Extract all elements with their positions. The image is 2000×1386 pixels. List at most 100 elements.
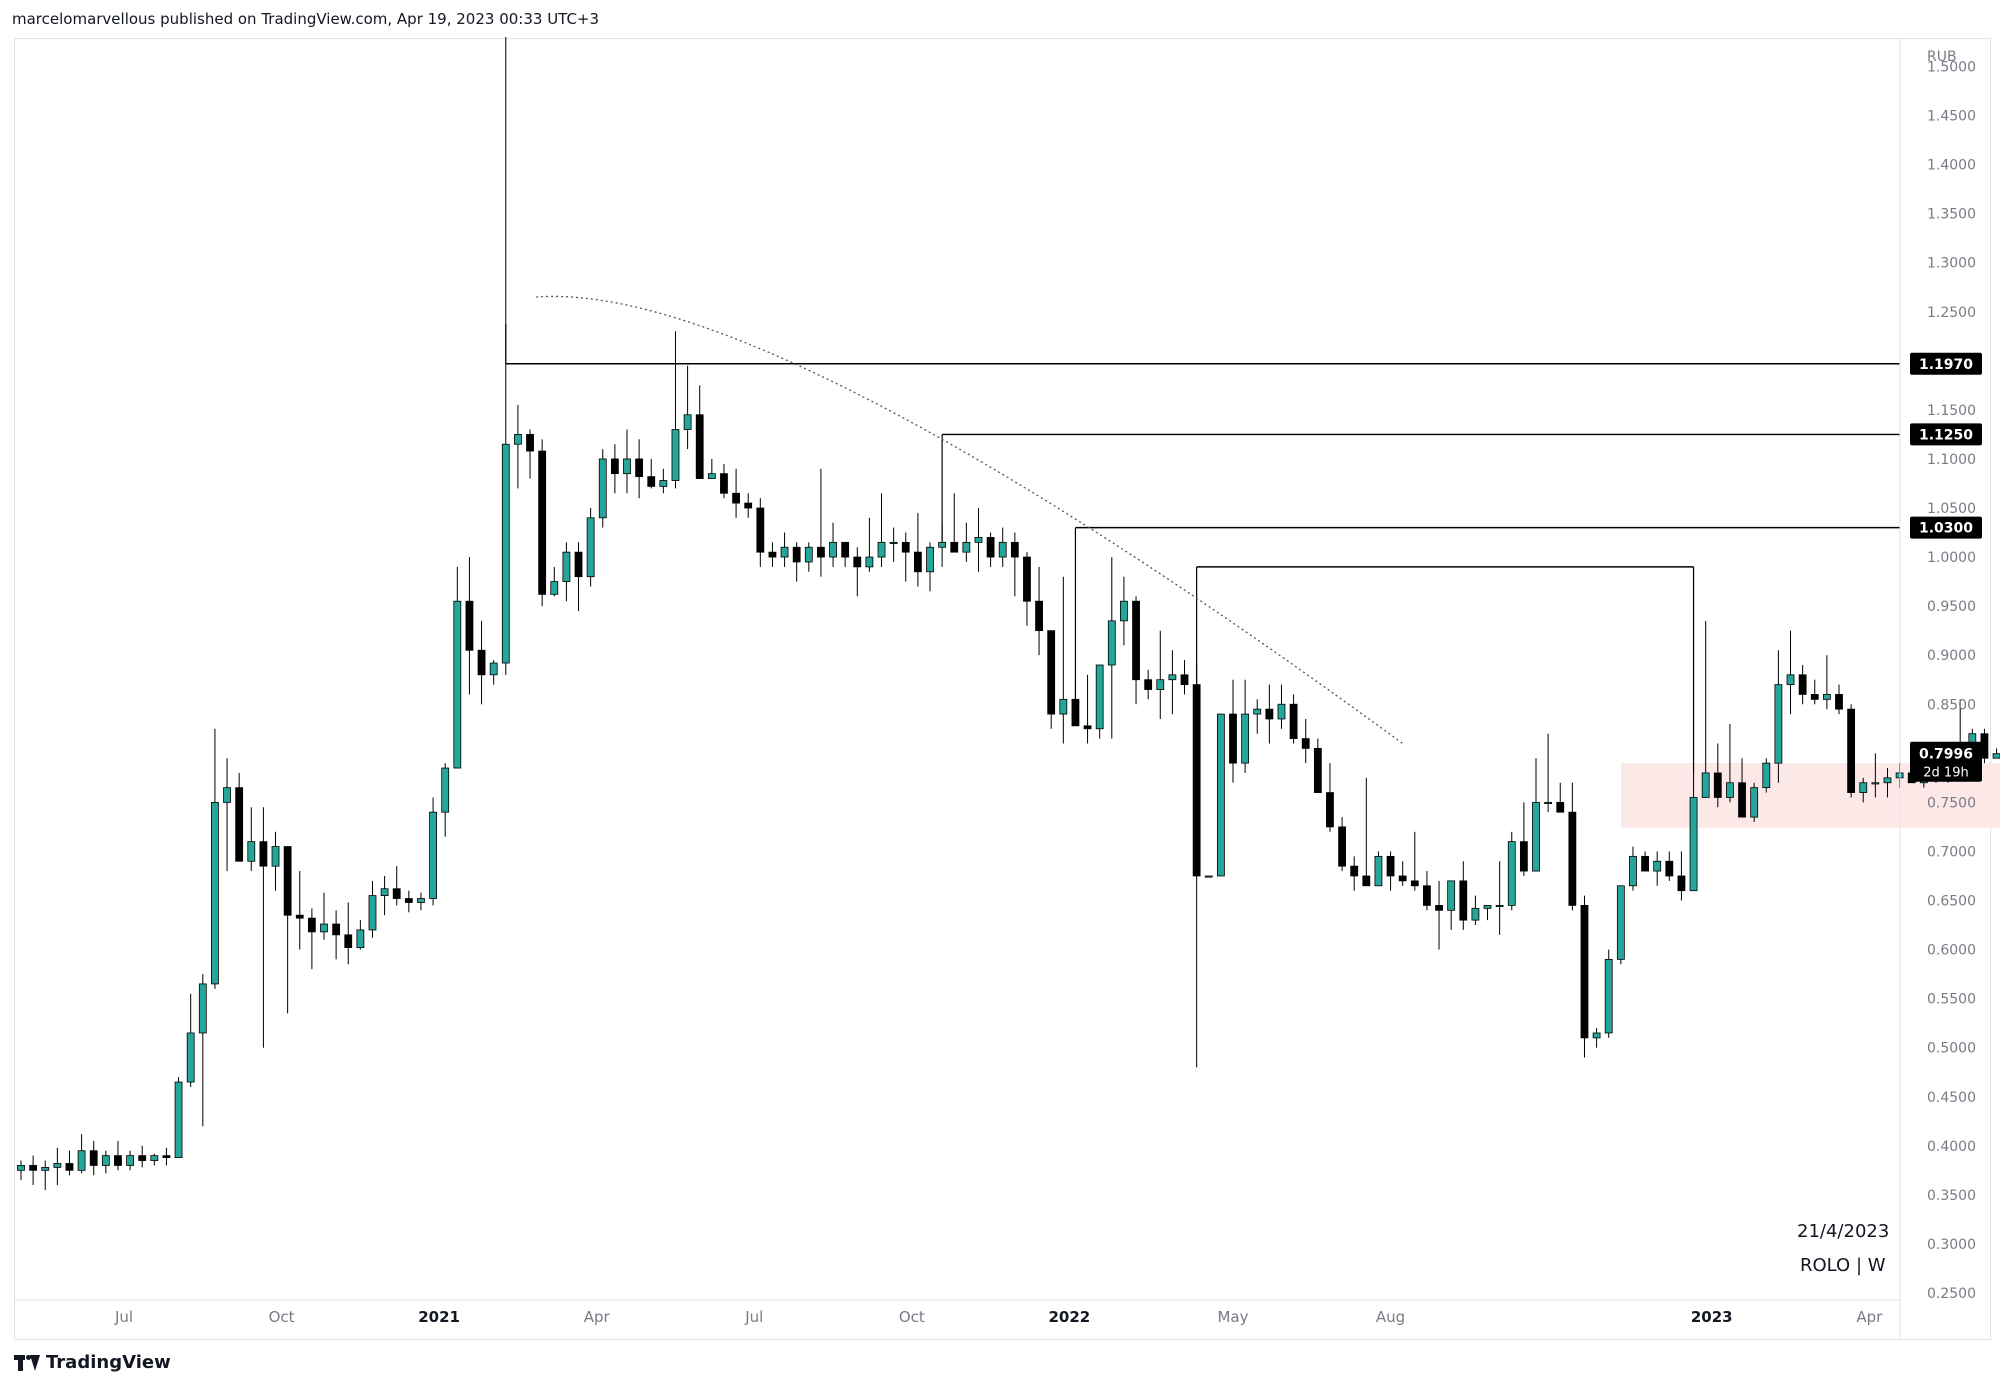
- candle-149: [1822, 655, 1831, 710]
- price-tag-1: [1910, 423, 1982, 446]
- y-tick-label: 0.3000: [1927, 1237, 1976, 1253]
- candle-body: [1556, 801, 1565, 813]
- candle-139: [1701, 620, 1710, 798]
- candle-50: [623, 429, 631, 494]
- candle-16: [211, 728, 219, 989]
- candle-body: [477, 649, 486, 676]
- candle-body: [1750, 787, 1759, 818]
- publisher-line: marcelomarvellous published on TradingVi…: [12, 10, 600, 28]
- candle-152: [1859, 777, 1868, 803]
- candle-body: [1229, 713, 1237, 764]
- y-tick-label: 1.1000: [1927, 452, 1976, 468]
- x-tick-label: Oct: [269, 1308, 295, 1326]
- candle-body: [1386, 855, 1395, 877]
- candle-23: [295, 871, 304, 950]
- candle-body: [1859, 782, 1868, 793]
- candle-body: [320, 923, 328, 933]
- last-price-tag: [1910, 741, 1982, 782]
- candle-6: [89, 1140, 98, 1176]
- y-tick-label: 0.7500: [1927, 795, 1976, 811]
- candle-11: [150, 1153, 159, 1166]
- tradingview-logo[interactable]: TradingView: [14, 1352, 171, 1373]
- x-tick-label: Oct: [899, 1308, 925, 1326]
- candle-body: [1132, 600, 1140, 681]
- x-tick-label: Jul: [744, 1308, 763, 1326]
- candle-body: [1665, 860, 1674, 877]
- candle-body: [889, 541, 898, 544]
- candle-137: [1677, 851, 1686, 901]
- candle-111: [1362, 777, 1371, 887]
- candle-body: [368, 895, 377, 931]
- candle-body: [974, 537, 983, 543]
- candle-38: [477, 620, 486, 705]
- candle-body: [756, 507, 765, 553]
- candle-56: [695, 385, 704, 479]
- candle-140: [1713, 743, 1722, 808]
- candle-32: [404, 890, 413, 913]
- candle-body: [1507, 841, 1516, 906]
- candle-body: [429, 811, 437, 899]
- candle-122: [1495, 861, 1504, 935]
- candle-body: [1822, 694, 1831, 700]
- candle-body: [950, 541, 959, 553]
- candle-body: [1398, 875, 1407, 882]
- candle-107: [1313, 738, 1322, 793]
- candle-117: [1435, 880, 1443, 950]
- candle-144: [1762, 758, 1771, 793]
- candle-47: [586, 508, 595, 587]
- candle-body: [101, 1155, 110, 1166]
- price-tag-text: 1.0300: [1919, 521, 1973, 537]
- candle-93: [1144, 669, 1153, 700]
- candle-body: [938, 541, 947, 548]
- candle-body: [1774, 684, 1783, 764]
- candle-body: [89, 1150, 98, 1166]
- candle-body: [1495, 905, 1504, 908]
- price-tag-0: [1910, 352, 1982, 375]
- candle-body: [1786, 674, 1795, 686]
- candle-75: [926, 542, 934, 592]
- candle-25: [320, 892, 328, 940]
- candle-body: [962, 541, 971, 553]
- candle-body: [1350, 865, 1359, 877]
- y-tick-label: 0.9000: [1927, 648, 1976, 664]
- candle-123: [1507, 831, 1516, 911]
- candle-89: [1095, 664, 1104, 739]
- candle-41: [514, 404, 522, 489]
- candle-body: [1580, 905, 1589, 1039]
- candle-body: [1471, 907, 1480, 921]
- y-tick-label: 0.2500: [1927, 1286, 1976, 1302]
- candle-33: [417, 892, 425, 911]
- candle-98: [1204, 875, 1213, 878]
- candle-body: [1810, 694, 1819, 700]
- candle-body: [1423, 885, 1431, 906]
- candle-body: [853, 556, 862, 568]
- candle-119: [1459, 861, 1468, 930]
- y-tick-label: 0.8500: [1927, 697, 1976, 713]
- candle-61: [756, 498, 765, 567]
- candle-54: [671, 331, 680, 489]
- x-tick-label: Apr: [1856, 1308, 1883, 1326]
- candle-31: [392, 866, 401, 906]
- candle-124: [1519, 802, 1528, 876]
- candle-24: [307, 908, 316, 970]
- candle-body: [380, 888, 389, 896]
- candle-body: [1241, 713, 1250, 764]
- candle-126: [1544, 733, 1553, 813]
- candle-body: [1847, 708, 1856, 793]
- y-tick-label: 1.0500: [1927, 501, 1976, 517]
- x-tick-label: 2022: [1049, 1308, 1091, 1326]
- candle-body: [295, 914, 304, 919]
- candle-145: [1774, 650, 1783, 783]
- candle-114: [1398, 861, 1407, 886]
- candle-body: [453, 600, 462, 769]
- candle-133: [1629, 846, 1637, 891]
- candle-body: [1083, 725, 1092, 730]
- candle-131: [1604, 949, 1613, 1038]
- candle-body: [1010, 541, 1019, 558]
- candle-58: [720, 463, 728, 499]
- y-tick-label: 0.9500: [1927, 599, 1976, 615]
- candle-35: [441, 763, 450, 837]
- candle-72: [889, 527, 898, 562]
